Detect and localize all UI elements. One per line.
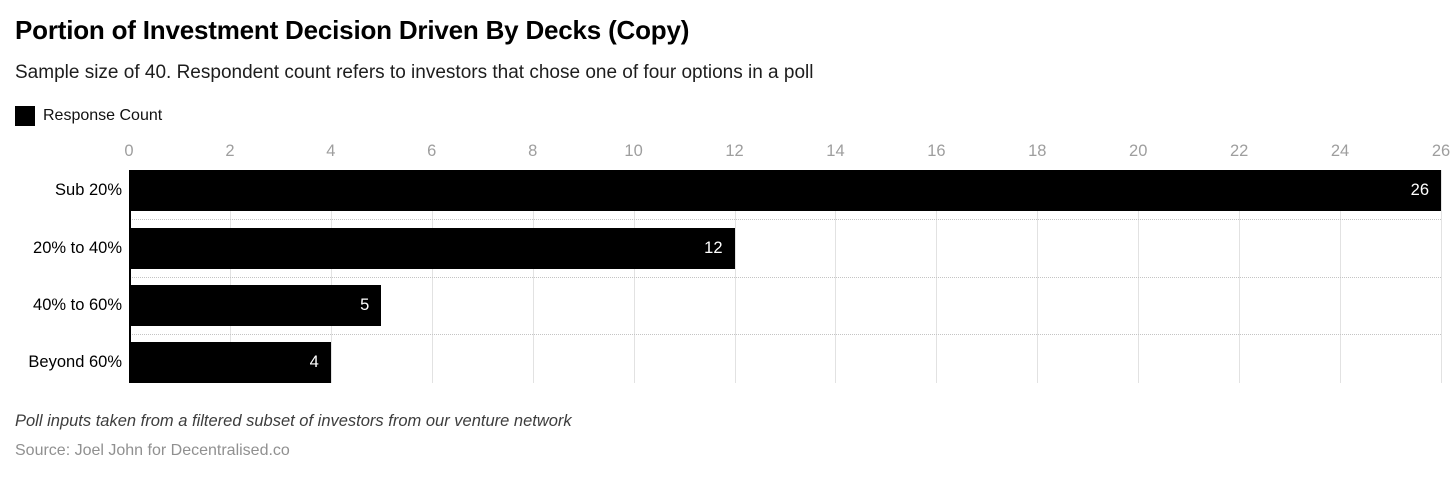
category-label: Beyond 60% (28, 353, 122, 372)
bar-value-label: 4 (309, 353, 319, 372)
chart-title: Portion of Investment Decision Driven By… (15, 15, 690, 45)
bar: 12 (131, 227, 735, 269)
x-axis-tick-label: 26 (1431, 142, 1451, 161)
y-axis-labels: Sub 20% 20% to 40% 40% to 60% Beyond 60% (15, 140, 129, 383)
footer-note: Poll inputs taken from a filtered subset… (15, 412, 572, 431)
legend-swatch-icon (15, 105, 35, 126)
gridline (1441, 170, 1442, 384)
x-axis-tick-label: 20 (1129, 142, 1148, 161)
bar-value-label: 26 (1410, 181, 1429, 200)
legend: Response Count (15, 105, 1441, 126)
row-separator (129, 333, 1441, 335)
x-axis-tick-label: 4 (326, 142, 336, 161)
x-axis-tick-label: 0 (124, 142, 134, 161)
category-label: Sub 20% (55, 181, 122, 200)
category-label: 20% to 40% (33, 238, 122, 257)
bar: 5 (131, 284, 382, 326)
x-axis: 0 2 4 6 8 10 12 14 16 18 20 22 24 26 (124, 140, 1450, 170)
legend-label: Response Count (43, 106, 163, 124)
plot-area: 0 2 4 6 8 10 12 14 16 18 20 22 24 26 26 12 5 4 (124, 140, 1450, 384)
bar: 4 (131, 342, 331, 384)
row-separator (129, 276, 1441, 278)
bar-chart: Sub 20% 20% to 40% 40% to 60% Beyond 60% 0 2… (15, 140, 1450, 384)
chart-subtitle: Sample size of 40. Respondent count refe… (15, 61, 814, 83)
x-axis-tick-label: 16 (927, 142, 946, 161)
footer-source: Source: Joel John for Decentralised.co (15, 442, 290, 460)
row-separator (129, 219, 1441, 221)
x-axis-tick-label: 10 (624, 142, 643, 161)
bar-value-label: 12 (704, 238, 723, 257)
category-label: 40% to 60% (33, 295, 122, 314)
x-axis-tick-label: 18 (1028, 142, 1047, 161)
bar: 26 (131, 170, 1441, 212)
x-axis-tick-label: 2 (225, 142, 235, 161)
x-axis-tick-label: 12 (725, 142, 744, 161)
bars-area: 26 12 5 4 (129, 170, 1442, 384)
footer: Poll inputs taken from a filtered subset… (15, 412, 1441, 460)
x-axis-tick-label: 24 (1330, 142, 1350, 161)
x-axis-tick-label: 22 (1229, 142, 1249, 161)
x-axis-tick-label: 6 (427, 142, 437, 161)
y-axis-line (129, 170, 131, 384)
bar-value-label: 5 (360, 295, 370, 314)
x-axis-tick-label: 8 (528, 142, 538, 161)
x-axis-tick-label: 14 (826, 142, 845, 161)
